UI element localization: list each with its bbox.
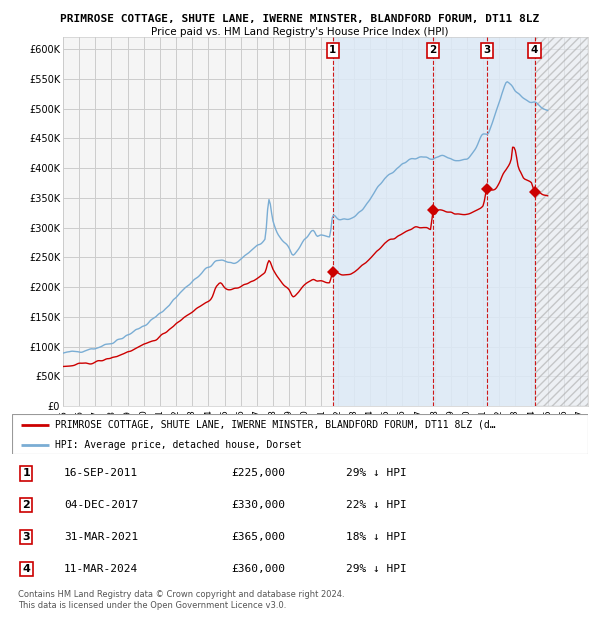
Text: 11-MAR-2024: 11-MAR-2024 — [64, 564, 138, 574]
Text: 16-SEP-2011: 16-SEP-2011 — [64, 469, 138, 479]
Text: 3: 3 — [23, 532, 30, 542]
Text: 22% ↓ HPI: 22% ↓ HPI — [346, 500, 407, 510]
Text: £330,000: £330,000 — [231, 500, 285, 510]
Text: 29% ↓ HPI: 29% ↓ HPI — [346, 564, 407, 574]
Text: £360,000: £360,000 — [231, 564, 285, 574]
Text: 4: 4 — [22, 564, 31, 574]
Text: 3: 3 — [484, 45, 491, 55]
Text: 2: 2 — [23, 500, 30, 510]
Text: 2: 2 — [430, 45, 437, 55]
Text: £225,000: £225,000 — [231, 469, 285, 479]
Bar — [333, 37, 535, 406]
Text: 4: 4 — [531, 45, 538, 55]
FancyBboxPatch shape — [12, 414, 588, 454]
Text: Price paid vs. HM Land Registry's House Price Index (HPI): Price paid vs. HM Land Registry's House … — [151, 27, 449, 37]
Text: 29% ↓ HPI: 29% ↓ HPI — [346, 469, 407, 479]
Text: Contains HM Land Registry data © Crown copyright and database right 2024.
This d: Contains HM Land Registry data © Crown c… — [18, 590, 344, 609]
Text: 31-MAR-2021: 31-MAR-2021 — [64, 532, 138, 542]
Text: HPI: Average price, detached house, Dorset: HPI: Average price, detached house, Dors… — [55, 440, 302, 450]
Text: PRIMROSE COTTAGE, SHUTE LANE, IWERNE MINSTER, BLANDFORD FORUM, DT11 8LZ: PRIMROSE COTTAGE, SHUTE LANE, IWERNE MIN… — [61, 14, 539, 24]
Text: 1: 1 — [329, 45, 337, 55]
Text: £365,000: £365,000 — [231, 532, 285, 542]
Bar — [535, 37, 588, 406]
Text: 04-DEC-2017: 04-DEC-2017 — [64, 500, 138, 510]
Text: 18% ↓ HPI: 18% ↓ HPI — [346, 532, 407, 542]
Text: 1: 1 — [23, 469, 30, 479]
Text: PRIMROSE COTTAGE, SHUTE LANE, IWERNE MINSTER, BLANDFORD FORUM, DT11 8LZ (d…: PRIMROSE COTTAGE, SHUTE LANE, IWERNE MIN… — [55, 420, 496, 430]
